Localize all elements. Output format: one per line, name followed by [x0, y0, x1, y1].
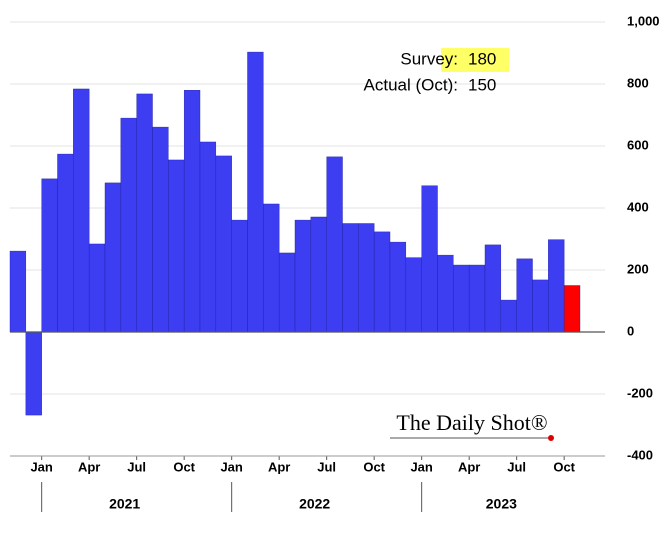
bar: [563, 285, 581, 333]
x-tick-label: Jan: [410, 459, 432, 474]
bar: [326, 156, 343, 333]
bar: [389, 241, 407, 333]
y-tick-label: 400: [627, 199, 649, 214]
bar: [41, 178, 58, 333]
bar: [152, 126, 169, 333]
bar: [120, 117, 137, 333]
bar: [104, 182, 122, 333]
x-tick-label: Oct: [553, 459, 575, 474]
x-tick-label: Apr: [268, 459, 290, 474]
x-tick-label: Jan: [30, 459, 52, 474]
survey-label: Survey:: [400, 49, 458, 68]
watermark-dot: [548, 435, 554, 441]
bar: [183, 89, 201, 333]
bar: [373, 231, 391, 333]
bar: [358, 223, 375, 333]
y-tick-label: 0: [627, 323, 634, 338]
year-label: 2021: [109, 496, 140, 512]
bar: [57, 153, 74, 333]
actual-label: Actual (Oct):: [364, 75, 458, 94]
x-tick-label: Jul: [317, 459, 336, 474]
y-tick-label: -200: [627, 385, 653, 400]
bar: [500, 299, 517, 333]
bar: [437, 254, 454, 333]
bar: [136, 93, 153, 333]
bar: [168, 159, 185, 333]
year-label: 2023: [486, 496, 517, 512]
x-tick-label: Apr: [78, 459, 100, 474]
y-tick-label: -400: [627, 447, 653, 462]
actual-value: 150: [468, 75, 496, 94]
bar: [516, 258, 533, 333]
survey-highlight: [441, 48, 509, 72]
bar: [405, 257, 422, 333]
x-tick-label: Oct: [363, 459, 385, 474]
y-tick-label: 1,000: [627, 13, 660, 28]
bar: [25, 331, 42, 416]
bar: [484, 244, 502, 333]
bar: [310, 216, 327, 333]
year-label: 2022: [299, 496, 330, 512]
y-tick-label: 600: [627, 137, 649, 152]
y-tick-label: 800: [627, 75, 649, 90]
bar: [532, 279, 549, 333]
watermark: The Daily Shot®: [396, 410, 547, 435]
bar: [294, 219, 312, 333]
bar: [199, 141, 217, 333]
bar: [548, 239, 565, 333]
bar: [453, 264, 470, 333]
bar: [88, 243, 106, 333]
x-tick-label: Jan: [220, 459, 242, 474]
bar: [468, 264, 486, 333]
bar: [247, 51, 264, 333]
bar: [73, 88, 90, 333]
x-tick-label: Jul: [127, 459, 146, 474]
bar: [231, 219, 248, 333]
x-tick-label: Oct: [173, 459, 195, 474]
x-tick-label: Apr: [458, 459, 480, 474]
bar: [421, 185, 438, 333]
bar: [9, 250, 27, 333]
bar: [342, 223, 359, 333]
survey-value: 180: [468, 49, 496, 68]
bar: [215, 155, 232, 333]
bar: [263, 203, 280, 333]
y-tick-label: 200: [627, 261, 649, 276]
bar: [278, 252, 296, 333]
x-tick-label: Jul: [507, 459, 526, 474]
